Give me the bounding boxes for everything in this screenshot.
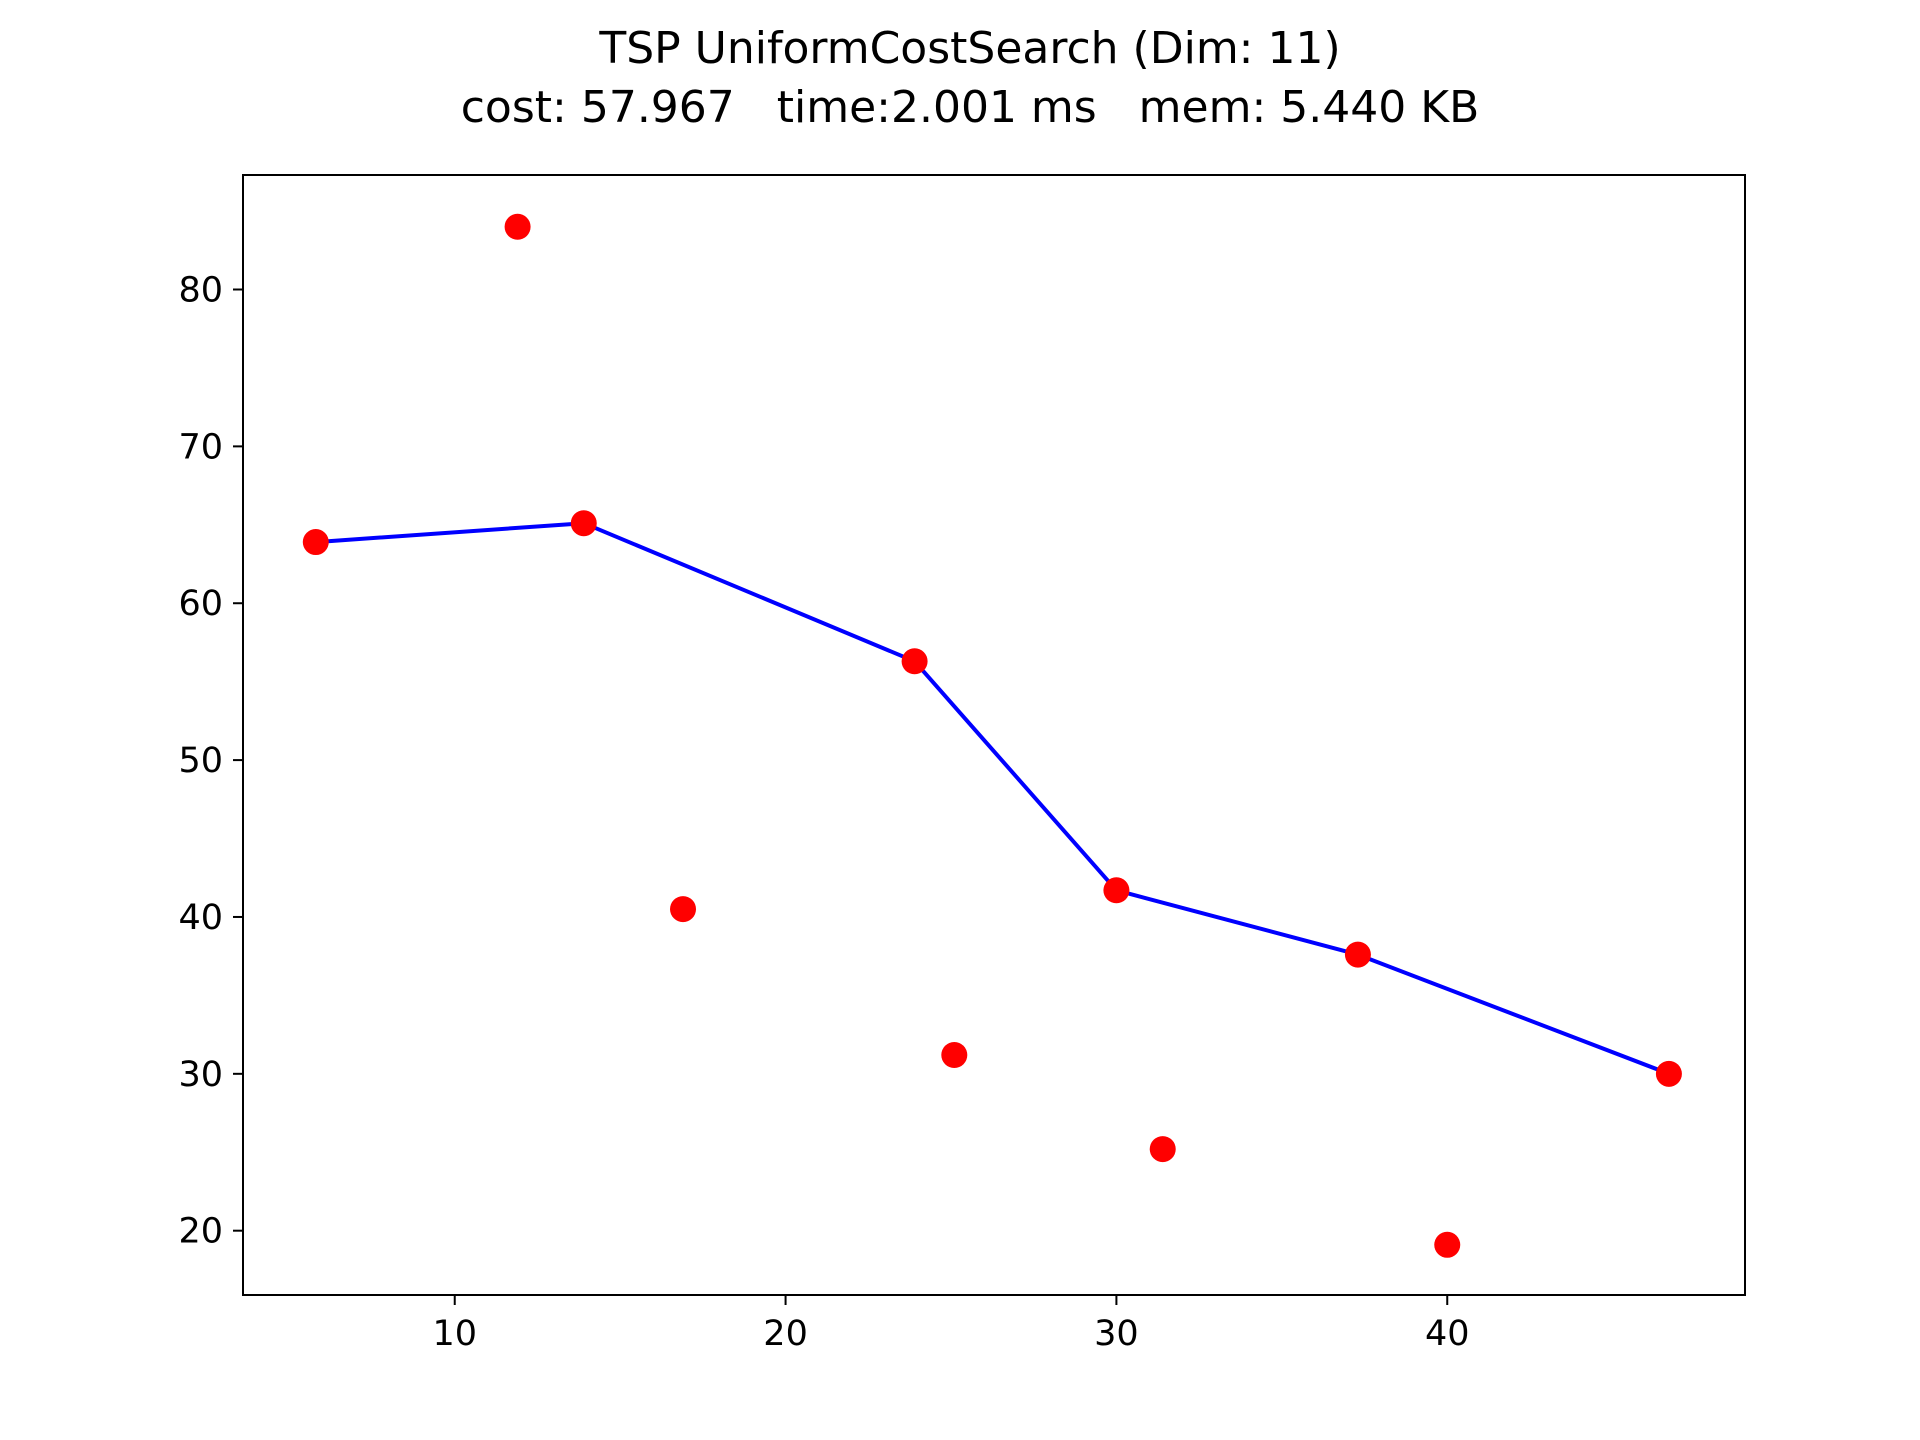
city-point [901,648,928,675]
city-point [1434,1231,1461,1258]
y-tick-label: 30 [178,1055,223,1095]
plot-area: 10 20 30 40 20 30 40 50 60 70 80 [178,174,1746,1354]
city-point [941,1042,968,1068]
tour-path-line [315,521,1670,1076]
x-tick-label: 40 [1425,1314,1470,1354]
y-tick-label: 20 [178,1212,223,1252]
city-point [570,510,597,537]
city-point [670,896,697,923]
city-point [1344,941,1371,968]
y-tick-label: 40 [178,898,223,938]
x-tick-label: 20 [763,1314,808,1354]
y-tick-label: 60 [178,584,223,624]
city-point [302,529,329,556]
city-point [1103,877,1130,904]
x-tick-label: 10 [432,1314,477,1354]
y-tick-label: 80 [178,271,223,311]
axes-frame [242,174,1746,1296]
city-point [504,213,531,240]
y-tick-label: 70 [178,427,223,467]
y-tick-label: 50 [178,741,223,781]
chart-title: TSP UniformCostSearch (Dim: 11) [598,23,1340,74]
city-point [1149,1136,1176,1163]
x-tick-label: 30 [1094,1314,1139,1354]
chart-subtitle: cost: 57.967 time:2.001 ms mem: 5.440 KB [461,82,1480,133]
city-point [1655,1060,1682,1087]
